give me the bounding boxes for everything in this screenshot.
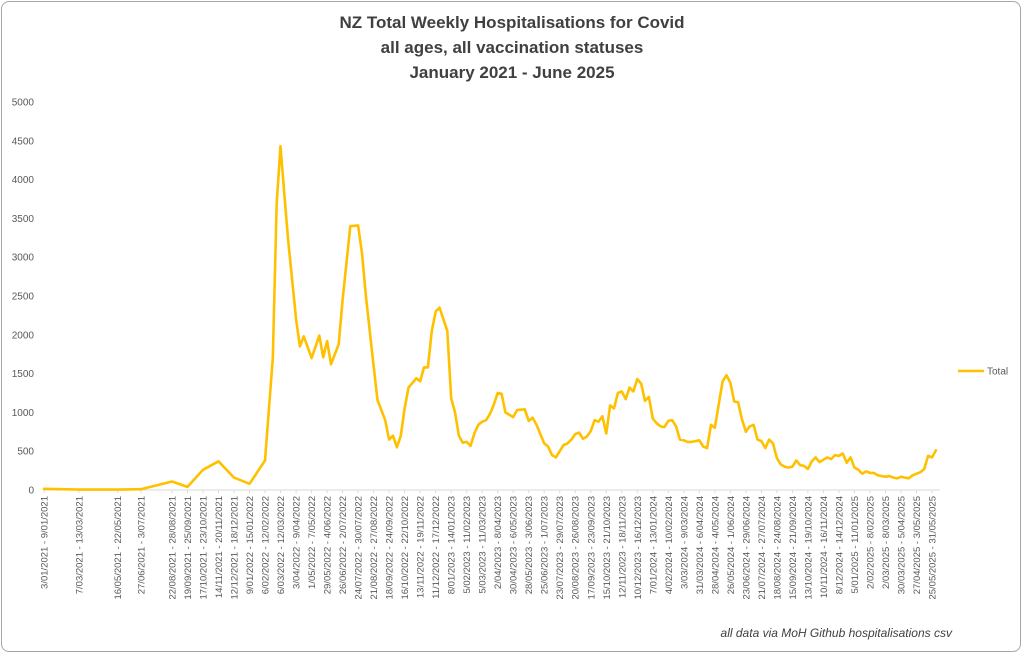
x-tick-label: 8/12/2024 - 14/12/2024 (834, 496, 845, 594)
x-tick-label: 7/01/2024 - 13/01/2024 (648, 496, 659, 594)
x-tick-label: 26/06/2022 - 2/07/2022 (338, 496, 349, 594)
y-tick-label: 4000 (12, 175, 35, 186)
x-tick-label: 5/01/2025 - 11/01/2025 (850, 496, 861, 594)
x-tick-label: 23/06/2024 - 29/06/2024 (741, 496, 752, 600)
x-tick-label: 12/11/2023 - 18/11/2023 (617, 496, 628, 598)
x-tick-label: 16/05/2021 - 22/05/2021 (113, 496, 124, 600)
y-tick-label: 1000 (12, 408, 35, 419)
x-tick-label: 29/05/2022 - 4/06/2022 (323, 496, 334, 594)
x-tick-label: 3/03/2024 - 9/03/2024 (679, 496, 690, 589)
chart-title: NZ Total Weekly Hospitalisations for Cov… (0, 10, 1024, 85)
x-tick-label: 10/12/2023 - 16/12/2023 (633, 496, 644, 600)
x-tick-label: 5/03/2023 - 11/03/2023 (478, 496, 489, 594)
x-tick-label: 15/10/2023 - 21/10/2023 (602, 496, 613, 600)
x-tick-label: 6/03/2022 - 12/03/2022 (276, 496, 287, 594)
x-tick-label: 30/03/2025 - 5/04/2025 (896, 496, 907, 594)
x-tick-label: 14/11/2021 - 20/11/2021 (214, 496, 225, 598)
y-tick-label: 2000 (12, 330, 35, 341)
y-tick-label: 4500 (12, 136, 35, 147)
x-tick-label: 5/02/2023 - 11/02/2023 (462, 496, 473, 594)
x-tick-label: 10/11/2024 - 16/11/2024 (819, 496, 830, 598)
y-tick-label: 5000 (12, 98, 35, 109)
source-note: all data via MoH Github hospitalisations… (720, 626, 952, 640)
x-tick-label: 23/07/2023 - 29/07/2023 (555, 496, 566, 600)
x-tick-label: 28/05/2023 - 3/06/2023 (524, 496, 535, 594)
x-tick-label: 13/10/2024 - 19/10/2024 (803, 496, 814, 600)
x-tick-label: 18/08/2024 - 24/08/2024 (772, 496, 783, 600)
x-tick-label: 6/02/2022 - 12/02/2022 (261, 496, 272, 594)
x-tick-label: 2/02/2025 - 8/02/2025 (865, 496, 876, 589)
x-tick-label: 2/04/2023 - 8/04/2023 (493, 496, 504, 589)
x-tick-label: 24/07/2022 - 30/07/2022 (354, 496, 365, 600)
x-tick-label: 27/06/2021 - 3/07/2021 (136, 496, 147, 594)
title-line-1: NZ Total Weekly Hospitalisations for Cov… (339, 13, 685, 32)
series-line-total (42, 144, 938, 491)
y-tick-label: 0 (28, 486, 34, 497)
x-tick-label: 13/11/2022 - 19/11/2022 (416, 496, 427, 598)
x-tick-label: 19/09/2021 - 25/09/2021 (183, 496, 194, 600)
x-tick-label: 17/10/2021 - 23/10/2021 (198, 496, 209, 600)
title-line-3: January 2021 - June 2025 (409, 63, 615, 82)
y-tick-label: 1500 (12, 369, 35, 380)
x-tick-label: 21/07/2024 - 27/07/2024 (757, 496, 768, 600)
x-tick-label: 11/12/2022 - 17/12/2022 (431, 496, 442, 599)
x-tick-label: 8/01/2023 - 14/01/2023 (447, 496, 458, 594)
x-tick-label: 1/05/2022 - 7/05/2022 (307, 496, 318, 589)
x-tick-label: 3/01/2021 - 9/01/2021 (40, 496, 51, 589)
x-axis: 3/01/2021 - 9/01/2021 7/03/2021 - 13/03/2… (40, 489, 940, 600)
x-tick-label: 15/09/2024 - 21/09/2024 (788, 496, 799, 600)
x-tick-label: 17/09/2023 - 23/09/2023 (586, 496, 597, 600)
x-tick-label: 25/06/2023 - 1/07/2023 (540, 496, 551, 594)
x-tick-label: 26/05/2024 - 1/06/2024 (726, 496, 737, 594)
x-tick-label: 3/04/2022 - 9/04/2022 (292, 496, 303, 589)
x-tick-label: 31/03/2024 - 6/04/2024 (695, 496, 706, 594)
x-tick-label: 7/03/2021 - 13/03/2021 (74, 496, 85, 594)
x-tick-label: 21/08/2022 - 27/08/2022 (369, 496, 380, 600)
x-tick-label: 9/01/2022 - 15/01/2022 (245, 496, 256, 594)
y-tick-label: 500 (17, 447, 34, 458)
x-tick-label: 16/10/2022 - 22/10/2022 (400, 496, 411, 600)
x-tick-label: 2/03/2025 - 8/03/2025 (881, 496, 892, 589)
x-tick-label: 20/08/2023 - 26/08/2023 (571, 496, 582, 600)
y-tick-label: 3500 (12, 214, 35, 225)
x-tick-label: 25/05/2025 - 31/05/2025 (928, 496, 939, 600)
x-tick-label: 4/02/2024 - 10/02/2024 (664, 496, 675, 594)
x-tick-label: 18/09/2022 - 24/09/2022 (385, 496, 396, 600)
x-tick-label: 30/04/2023 - 6/05/2023 (509, 496, 520, 594)
legend-label: Total (987, 367, 1008, 378)
x-tick-label: 27/04/2025 - 3/05/2025 (912, 496, 923, 594)
y-tick-label: 2500 (12, 292, 35, 303)
series-layer (42, 144, 938, 491)
x-tick-label: 28/04/2024 - 4/05/2024 (710, 496, 721, 594)
legend: Total (958, 367, 1008, 378)
y-tick-label: 3000 (12, 253, 35, 264)
title-line-2: all ages, all vaccination statuses (380, 38, 644, 57)
x-tick-label: 12/12/2021 - 18/12/2021 (230, 496, 241, 600)
x-tick-label: 22/08/2021 - 28/08/2021 (167, 496, 178, 600)
